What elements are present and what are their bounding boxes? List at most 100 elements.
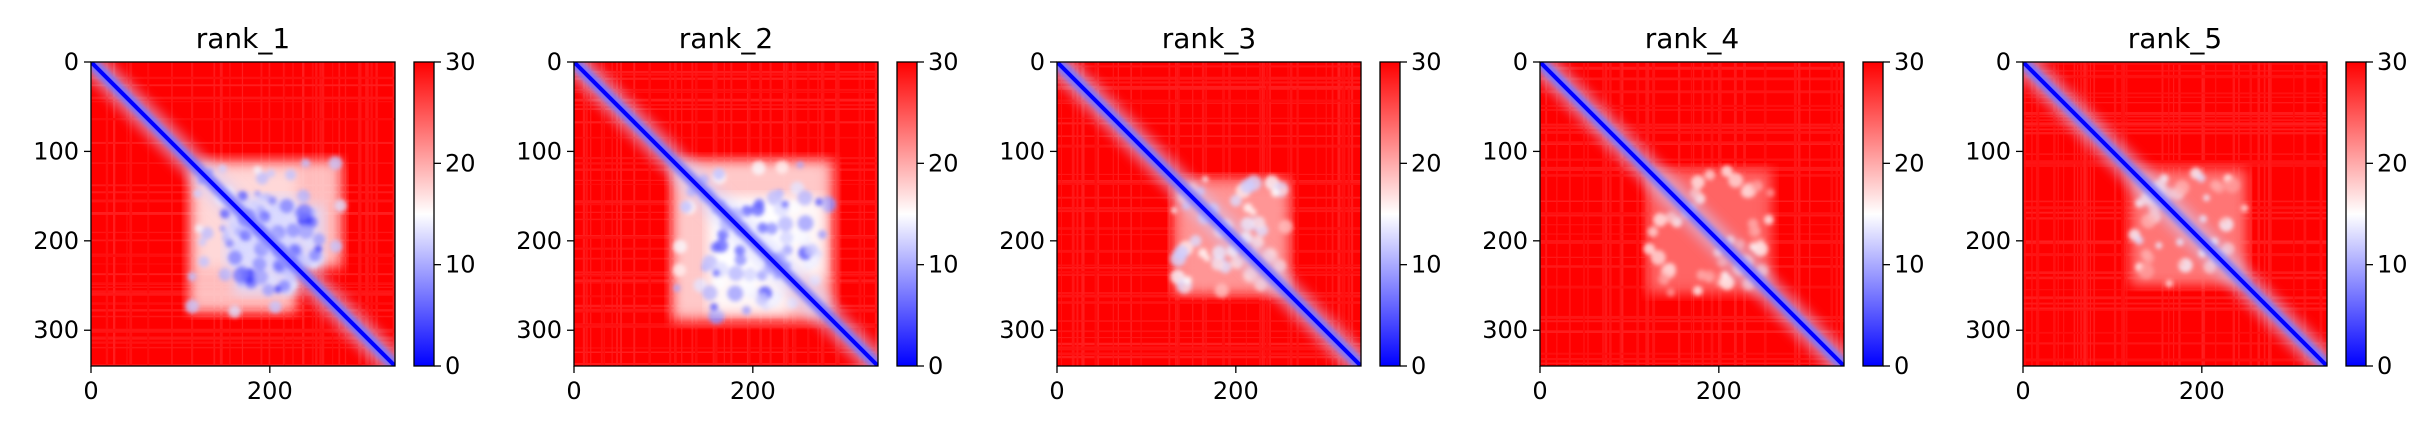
contact-speckle [2199, 215, 2208, 223]
contact-speckle [262, 284, 275, 296]
contact-speckle [1211, 257, 1225, 271]
contact-speckle [1643, 243, 1656, 255]
contact-speckle [334, 199, 347, 213]
plot-area [574, 62, 878, 366]
contact-speckle [1749, 243, 1756, 250]
contact-speckle [254, 191, 261, 198]
contact-speckle [1240, 216, 1255, 232]
contact-speckle [710, 242, 722, 253]
contact-speckle [712, 269, 721, 277]
colorbar-tick-label: 30 [445, 48, 476, 76]
contact-speckle [280, 279, 291, 290]
colorbar-tick-label: 10 [928, 251, 959, 279]
diagonal-line [1540, 62, 1844, 366]
colorbar-tick-label: 20 [1894, 149, 1925, 177]
colorbar-tick-label: 0 [445, 352, 460, 380]
contact-speckle [765, 222, 778, 235]
plot-area [91, 62, 395, 366]
y-tick-label: 0 [547, 48, 562, 76]
contact-speckle [1183, 275, 1193, 285]
plot-frame [573, 61, 879, 367]
contact-speckle [314, 244, 323, 253]
contact-speckle [1252, 216, 1266, 230]
y-tick-label: 0 [64, 48, 79, 76]
contact-speckle [779, 231, 794, 245]
colorbar-tick-label: 0 [1894, 352, 1909, 380]
contact-speckle [756, 270, 768, 281]
y-tick-label: 100 [33, 137, 79, 165]
contact-speckle [233, 267, 249, 283]
x-tick-label: 200 [247, 377, 293, 405]
x-tick-label: 0 [2015, 377, 2030, 405]
colorbar-gradient [1863, 62, 1883, 366]
contact-speckle [1189, 234, 1202, 247]
contact-speckle [285, 169, 297, 181]
contact-speckle [1665, 211, 1678, 224]
contact-speckle [797, 215, 814, 232]
contact-speckle [1763, 214, 1774, 225]
contact-speckle [2140, 249, 2152, 260]
contact-speckle [2221, 217, 2228, 224]
contact-speckle [782, 244, 793, 256]
contact-speckle [1753, 241, 1768, 257]
contact-speckle [252, 257, 267, 272]
colorbar-tick-label: 20 [445, 149, 476, 177]
colorbar-tick-label: 20 [2377, 149, 2408, 177]
chart-title: rank_3 [1162, 22, 1256, 55]
contact-speckle [797, 190, 813, 206]
contact-speckle [2240, 204, 2249, 213]
contact-speckle [2134, 235, 2144, 245]
x-tick-label: 200 [2179, 377, 2225, 405]
contact-speckle [672, 263, 686, 277]
contact-speckle [2196, 173, 2206, 183]
contact-speckle [328, 156, 343, 170]
y-tick-label: 0 [1030, 48, 1045, 76]
contact-speckle [805, 243, 818, 257]
contact-speckle [1658, 273, 1670, 285]
colorbar-gradient [1380, 62, 1400, 366]
contact-speckle [727, 285, 744, 302]
diagonal-line [1057, 62, 1361, 366]
contact-speckle [712, 167, 725, 181]
contact-speckle [329, 239, 343, 253]
colorbar-tick-label: 10 [1411, 251, 1442, 279]
y-tick-label: 100 [516, 137, 562, 165]
plot-area [1540, 62, 1844, 366]
y-tick-label: 300 [33, 316, 79, 344]
contact-speckle [218, 267, 232, 282]
colorbar-gradient [2346, 62, 2366, 366]
diagonal-line [2023, 62, 2327, 366]
contact-speckle [193, 189, 203, 199]
contact-speckle [1211, 245, 1227, 260]
contact-speckle [728, 265, 744, 282]
contact-speckle [198, 256, 210, 268]
colorbar-tick-label: 10 [1894, 251, 1925, 279]
contact-speckle [702, 254, 718, 271]
contact-speckle [815, 198, 823, 206]
contact-speckle [1653, 213, 1667, 227]
contact-speckle [253, 165, 262, 175]
y-tick-label: 300 [516, 316, 562, 344]
contact-speckle [308, 251, 319, 262]
contact-speckle [1198, 248, 1208, 258]
contact-speckle [710, 303, 718, 311]
contact-speckle [1278, 219, 1293, 234]
diagonal-band [1540, 62, 1844, 366]
plot-area [2023, 62, 2327, 366]
contact-speckle [1765, 188, 1775, 198]
contact-speckle [1270, 188, 1280, 198]
contact-speckle [296, 204, 312, 220]
contact-speckle [1240, 178, 1256, 194]
colorbar-tick-label: 30 [928, 48, 959, 76]
contact-speckle [2155, 242, 2163, 249]
contact-speckle [298, 224, 314, 239]
contact-speckle [1173, 245, 1189, 261]
contact-speckle [1721, 165, 1733, 178]
colorbar-tick-label: 30 [2377, 48, 2408, 76]
contact-speckle [1689, 187, 1702, 200]
colorbar-gradient [414, 62, 434, 366]
colorbar-tick-label: 0 [1411, 352, 1426, 380]
contact-speckle [755, 293, 769, 306]
contact-speckle [301, 158, 311, 168]
contact-speckle [775, 160, 789, 174]
